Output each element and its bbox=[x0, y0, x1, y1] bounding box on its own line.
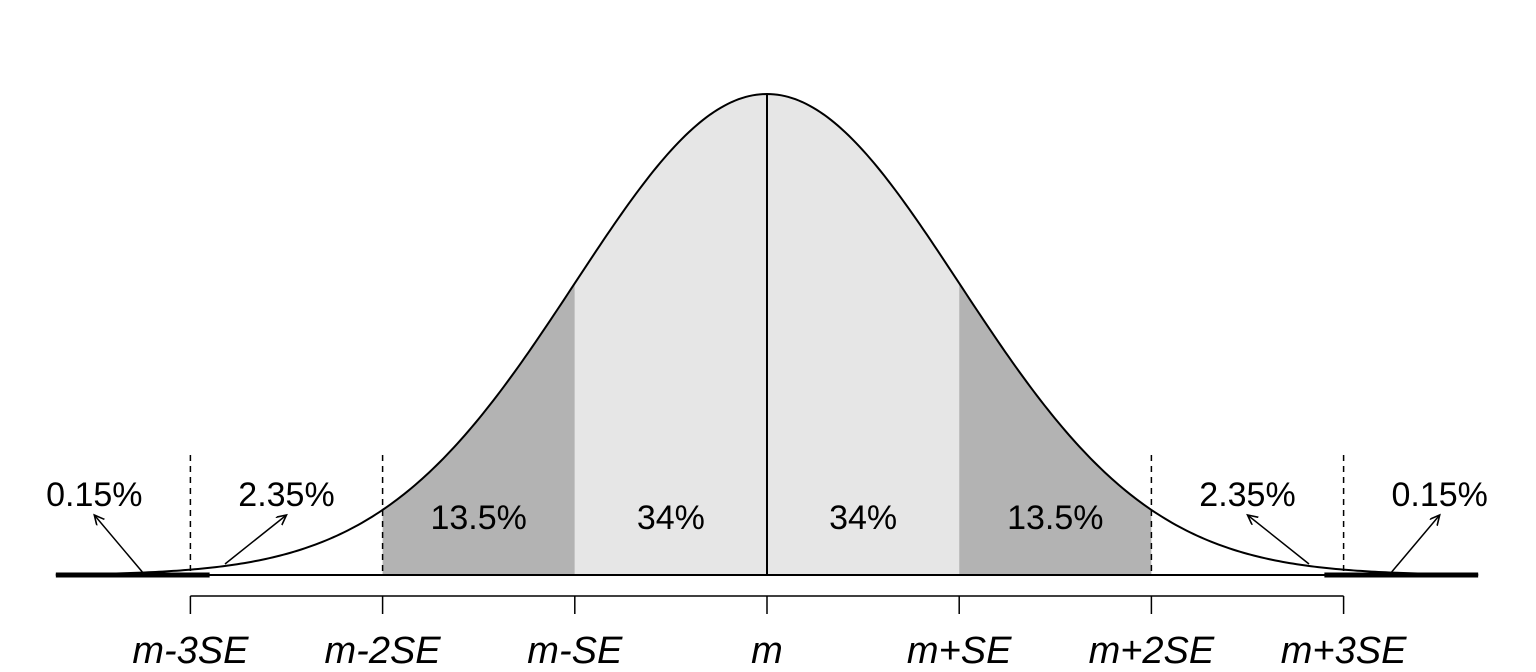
region-label-3: 34% bbox=[637, 499, 705, 537]
region-arrow-1 bbox=[224, 515, 287, 565]
region-3 bbox=[574, 94, 767, 575]
region-1 bbox=[190, 509, 383, 575]
x-tick-label-7: m+3SE bbox=[1281, 630, 1407, 672]
region-label-6: 2.35% bbox=[1199, 476, 1295, 514]
region-label-5: 13.5% bbox=[1007, 499, 1103, 537]
x-tick-label-6: m+2SE bbox=[1089, 630, 1215, 672]
x-tick-label-5: m+SE bbox=[907, 630, 1012, 672]
x-tick-label-1: m-3SE bbox=[132, 630, 249, 672]
tail-arrow-right bbox=[1391, 515, 1440, 573]
x-axis: m-3SE m-2SE m-SE m m+SE m+2SE m+3SE bbox=[132, 595, 1407, 672]
tail-label-right: 0.15% bbox=[1391, 476, 1487, 514]
region-label-2: 13.5% bbox=[430, 499, 526, 537]
boundary-lines bbox=[189, 94, 1345, 575]
tail-label-left: 0.15% bbox=[46, 476, 142, 514]
x-tick-label-2: m-2SE bbox=[325, 630, 442, 672]
region-4 bbox=[767, 94, 960, 575]
x-tick-label-4: m bbox=[751, 630, 783, 672]
percentage-annotations: 2.35% 13.5% 34% 34% 13.5% 2.35% 0.15% 0.15% bbox=[46, 476, 1488, 573]
region-arrow-6 bbox=[1248, 515, 1310, 565]
tail-arrow-left bbox=[94, 515, 143, 573]
region-label-4: 34% bbox=[829, 499, 897, 537]
region-label-1: 2.35% bbox=[238, 476, 334, 514]
density-curve bbox=[55, 92, 1479, 578]
region-6 bbox=[1151, 509, 1344, 575]
density-curve-line bbox=[55, 92, 1479, 576]
x-tick-label-3: m-SE bbox=[527, 630, 623, 672]
